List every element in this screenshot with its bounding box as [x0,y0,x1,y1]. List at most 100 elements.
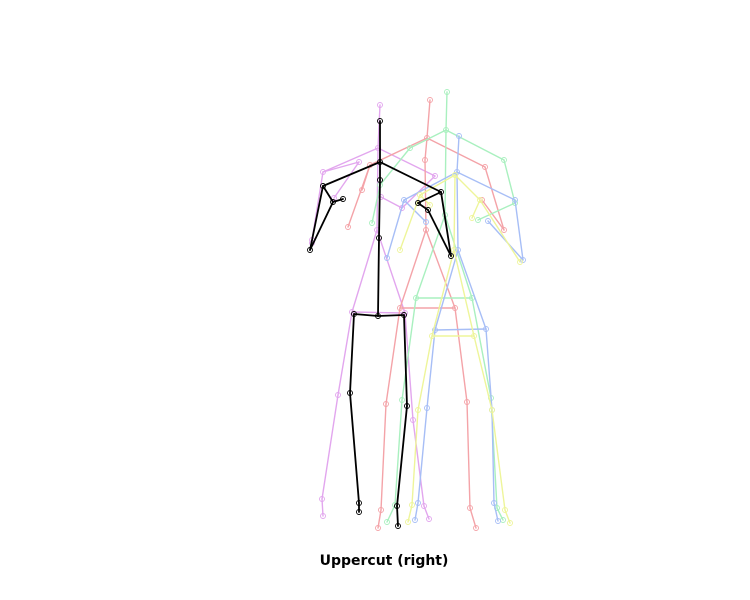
joint [347,390,353,396]
joint [335,392,341,398]
bone [471,199,481,219]
bone [321,394,339,500]
bone [377,237,380,317]
bone [404,312,414,421]
bone [426,137,486,168]
joint [448,253,454,259]
bone [491,409,495,504]
bone [309,201,334,251]
bone [411,409,419,506]
bone [417,191,442,204]
joint [415,500,421,506]
bone [309,185,324,251]
joint [467,505,473,511]
bone [376,229,406,314]
joint [377,177,383,183]
bone [477,202,516,221]
bone [454,307,468,403]
joint [375,313,381,319]
bone [349,392,360,504]
joint [469,215,475,221]
bone [479,199,521,263]
joint [495,518,501,524]
joint [455,247,461,253]
bone [503,159,516,204]
joint [376,235,382,241]
joint [421,503,427,509]
bone [426,99,431,139]
joint [397,247,403,253]
bone [412,419,425,507]
joint [409,502,415,508]
joint [410,417,416,423]
bone [377,314,405,317]
joint [417,192,423,198]
joint [378,194,384,200]
bone [493,502,499,522]
bone [396,405,408,507]
joint [349,309,355,315]
bone [471,297,492,399]
bone [399,194,421,251]
bone [457,249,487,330]
joint [426,516,432,522]
bone [434,328,487,331]
bone [337,311,353,396]
joint [378,507,384,513]
joint [399,397,405,403]
joint [377,102,383,108]
bone [445,91,448,131]
joint [397,305,403,311]
bone [473,335,493,411]
bone [403,199,427,223]
bone [322,185,334,203]
bone [351,229,378,313]
joint [407,145,413,151]
bone [332,198,344,203]
joint [475,217,481,223]
skeleton-main [307,118,454,529]
joint [489,407,495,413]
bone [361,164,371,191]
joint [405,519,411,525]
bone [466,401,471,509]
joint [356,500,362,506]
joint [502,507,508,513]
bone [385,307,401,405]
bone [417,202,429,211]
bone [434,249,459,331]
bone [378,179,381,239]
bone [453,174,456,251]
bone [380,403,387,511]
joint [384,255,390,261]
joint [432,327,438,333]
bone [396,505,399,527]
joint [482,164,488,170]
joint [356,509,362,515]
joint [404,403,410,409]
bone [427,209,452,257]
bone [353,313,379,317]
joint [438,189,444,195]
bone [322,147,379,173]
bone [444,129,447,216]
joint [520,257,526,263]
bone [445,129,505,161]
joint [319,496,325,502]
joint [517,259,523,265]
bone [322,161,381,187]
joint [491,500,497,506]
bone [485,328,493,411]
bone [444,214,473,299]
bone [379,147,411,186]
bone [377,104,381,149]
joint [340,196,346,202]
joint [330,199,336,205]
bone [440,191,452,257]
joint [424,405,430,411]
bone [424,159,427,231]
joint [422,157,428,163]
joint [483,326,489,332]
joint [384,519,390,525]
bone [371,184,381,224]
